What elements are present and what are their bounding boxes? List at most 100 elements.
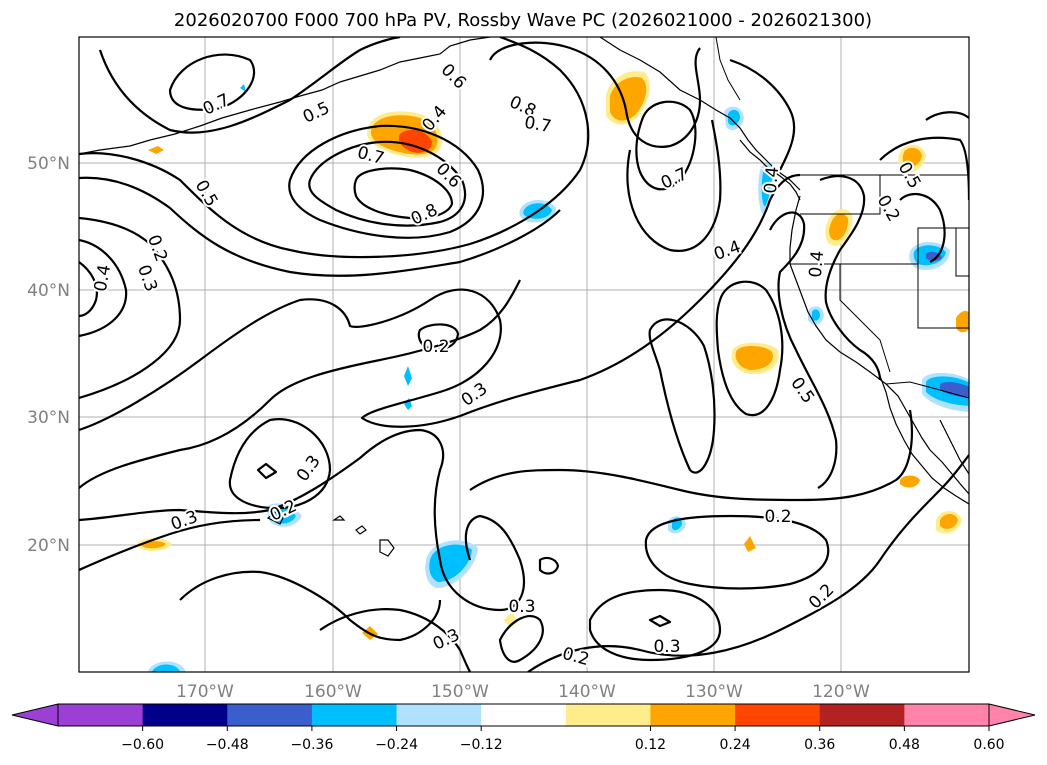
- contour-line: [79, 279, 521, 489]
- contour-line: [715, 280, 784, 417]
- contour-line: [79, 173, 801, 432]
- positive-anomaly-blob: [366, 111, 443, 158]
- lon-label: 130°W: [685, 682, 743, 702]
- alaska-coastline: [79, 37, 491, 155]
- negative-anomaly-blob: [404, 366, 412, 386]
- colorbar-bin: [142, 704, 228, 726]
- map-background: [79, 37, 969, 672]
- contour-line: [288, 124, 485, 239]
- state-borders: [839, 264, 891, 373]
- mexico-coastline: [939, 419, 969, 475]
- longitude-labels: 170°W 160°W 150°W 140°W 130°W 120°W: [176, 682, 870, 702]
- contour-label-0-4-inland: 0.4: [806, 250, 828, 279]
- colorbar-tick-label: −0.60: [121, 737, 164, 753]
- hawaii-island: [355, 525, 367, 535]
- contour-line: [469, 409, 913, 502]
- contour-label-0-2-center: 0.2: [422, 337, 449, 357]
- contour-line: [538, 556, 560, 575]
- contour-line: [729, 58, 796, 171]
- pv-contours: [79, 37, 969, 672]
- contour-line: [228, 418, 332, 510]
- contour-line: [588, 588, 722, 662]
- contour-line: [79, 37, 590, 259]
- gridlines: [79, 37, 969, 672]
- positive-anomaly-blob: [898, 144, 926, 173]
- contour-line: [644, 514, 830, 590]
- colorbar-bin: [904, 704, 990, 726]
- state-borders: [955, 228, 969, 277]
- positive-anomaly-blob: [731, 342, 779, 375]
- colorbar-bin: [481, 704, 567, 726]
- positive-anomaly-blob: [900, 475, 920, 488]
- contour-line: [256, 462, 278, 480]
- contour-line: [925, 111, 969, 121]
- colorbar-over-triangle: [988, 703, 1036, 727]
- coastlines: [79, 37, 969, 557]
- colorbar-tick-label: 0.24: [720, 737, 751, 753]
- hawaii-island: [266, 511, 285, 525]
- negative-anomaly-blob: [152, 664, 180, 672]
- contour-label-0-3-south: 0.3: [508, 597, 535, 617]
- lat-label: 20°N: [27, 536, 70, 556]
- contour-line: [498, 614, 544, 663]
- map-frame: [78, 36, 970, 673]
- colorbar-tick-label: 0.48: [889, 737, 920, 753]
- colorbar-bin: [819, 704, 905, 726]
- negative-anomaly-blob: [240, 84, 246, 92]
- contour-line: [417, 323, 460, 351]
- positive-anomaly-blob: [825, 209, 853, 246]
- colorbar-bin: [735, 704, 821, 726]
- contour-line: [168, 53, 256, 111]
- us-mexico-border: [885, 381, 969, 399]
- colorbar-bin: [650, 704, 736, 726]
- negative-anomaly-blob: [761, 166, 772, 207]
- baja-coastline: [879, 375, 969, 505]
- negative-anomaly-blob: [922, 372, 969, 412]
- colorbar-bin: [227, 704, 313, 726]
- colorbar: −0.60 −0.48 −0.36 −0.24 −0.12 0.12 0.24 0.36 0.4…: [11, 703, 1036, 753]
- contour-line: [179, 570, 442, 642]
- contour-line: [308, 140, 467, 227]
- contour-line: [626, 119, 722, 252]
- contour-line: [899, 192, 946, 263]
- contour-line: [648, 614, 672, 628]
- contour-line: [79, 176, 561, 277]
- lon-label: 160°W: [304, 682, 362, 702]
- contour-label-0-2-east-sub: 0.2: [764, 507, 791, 527]
- positive-anomaly-blob: [148, 146, 164, 154]
- contour-line: [79, 261, 98, 318]
- colorbar-tick-label: 0.60: [973, 737, 1004, 753]
- colorbar-bin: [565, 704, 651, 726]
- state-borders: [917, 264, 969, 329]
- lon-label: 140°W: [558, 682, 616, 702]
- positive-anomaly-blob: [504, 612, 518, 628]
- colorbar-under-triangle: [11, 703, 59, 727]
- colorbar-tick-label: 0.36: [804, 737, 835, 753]
- contour-line: [79, 216, 182, 400]
- colorbar-tick-label: −0.36: [290, 737, 333, 753]
- alaska-canada-border: [715, 37, 741, 101]
- lat-label: 50°N: [27, 154, 70, 174]
- lon-label: 170°W: [176, 682, 234, 702]
- map-panel: 0.7 0.50.60.80.70.40.70.60.80.50.20.30.40…: [78, 36, 970, 673]
- contour-line: [635, 100, 697, 191]
- positive-anomaly-blob: [940, 514, 958, 529]
- hawaii-island: [379, 539, 395, 557]
- contour-line: [769, 211, 838, 489]
- figure-title: 2026020700 F000 700 hPa PV, Rossby Wave …: [174, 10, 872, 31]
- contour-line: [79, 428, 525, 612]
- latitude-labels: 50°N 40°N 30°N 20°N: [27, 154, 70, 556]
- positive-anomaly-blob: [956, 311, 969, 333]
- bc-coastline: [739, 139, 801, 201]
- state-borders: [800, 175, 881, 215]
- lon-label: 120°W: [812, 682, 870, 702]
- colorbar-tick-label: −0.12: [460, 737, 503, 753]
- lon-label: 150°W: [431, 682, 489, 702]
- positive-anomaly-blob: [744, 536, 756, 552]
- political-borders: [715, 37, 969, 399]
- negative-anomaly-blob: [728, 109, 740, 126]
- colorbar-bin: [311, 704, 398, 726]
- colorbar-tick-label: −0.48: [206, 737, 249, 753]
- colorbar-tick-label: −0.24: [375, 737, 418, 753]
